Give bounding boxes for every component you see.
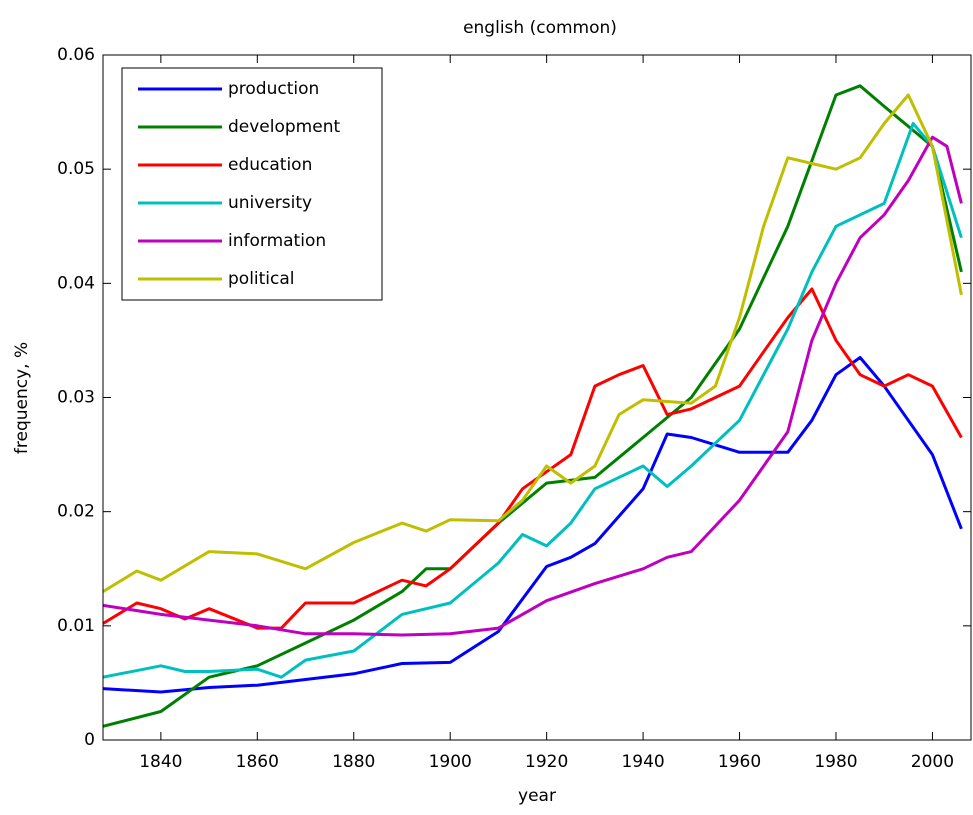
line-series [103, 122, 963, 679]
line-series [103, 135, 963, 637]
legend-label: production [228, 79, 319, 99]
y-tick-label: 0.04 [57, 273, 95, 293]
y-tick-label: 0.01 [57, 616, 95, 636]
x-axis-label: year [518, 786, 556, 806]
y-tick-label: 0.02 [57, 502, 95, 522]
x-tick-label: 1980 [814, 752, 857, 772]
line-series [103, 93, 963, 593]
axes-box [102, 54, 972, 741]
chart-title: english (common) [463, 18, 617, 38]
x-tick-label: 1920 [525, 752, 568, 772]
x-tick-label: 1840 [139, 752, 182, 772]
y-tick-label: 0.05 [57, 159, 95, 179]
legend-label: university [228, 193, 312, 213]
y-tick-label: 0 [84, 730, 95, 750]
x-tick-label: 1860 [236, 752, 279, 772]
legend-label: political [228, 269, 295, 289]
legend-box [121, 67, 383, 301]
y-axis-label: frequency, % [12, 342, 32, 454]
x-tick-label: 1900 [429, 752, 472, 772]
line-series [103, 356, 963, 694]
legend-label: information [228, 231, 326, 251]
line-series [103, 84, 963, 728]
x-tick-label: 1880 [332, 752, 375, 772]
legend-label: education [228, 155, 312, 175]
y-tick-label: 0.03 [57, 388, 95, 408]
x-tick-label: 1960 [718, 752, 761, 772]
x-tick-label: 1940 [621, 752, 664, 772]
legend-label: development [228, 117, 340, 137]
y-tick-label: 0.06 [57, 45, 95, 65]
line-series [103, 287, 963, 630]
x-tick-label: 2000 [911, 752, 954, 772]
